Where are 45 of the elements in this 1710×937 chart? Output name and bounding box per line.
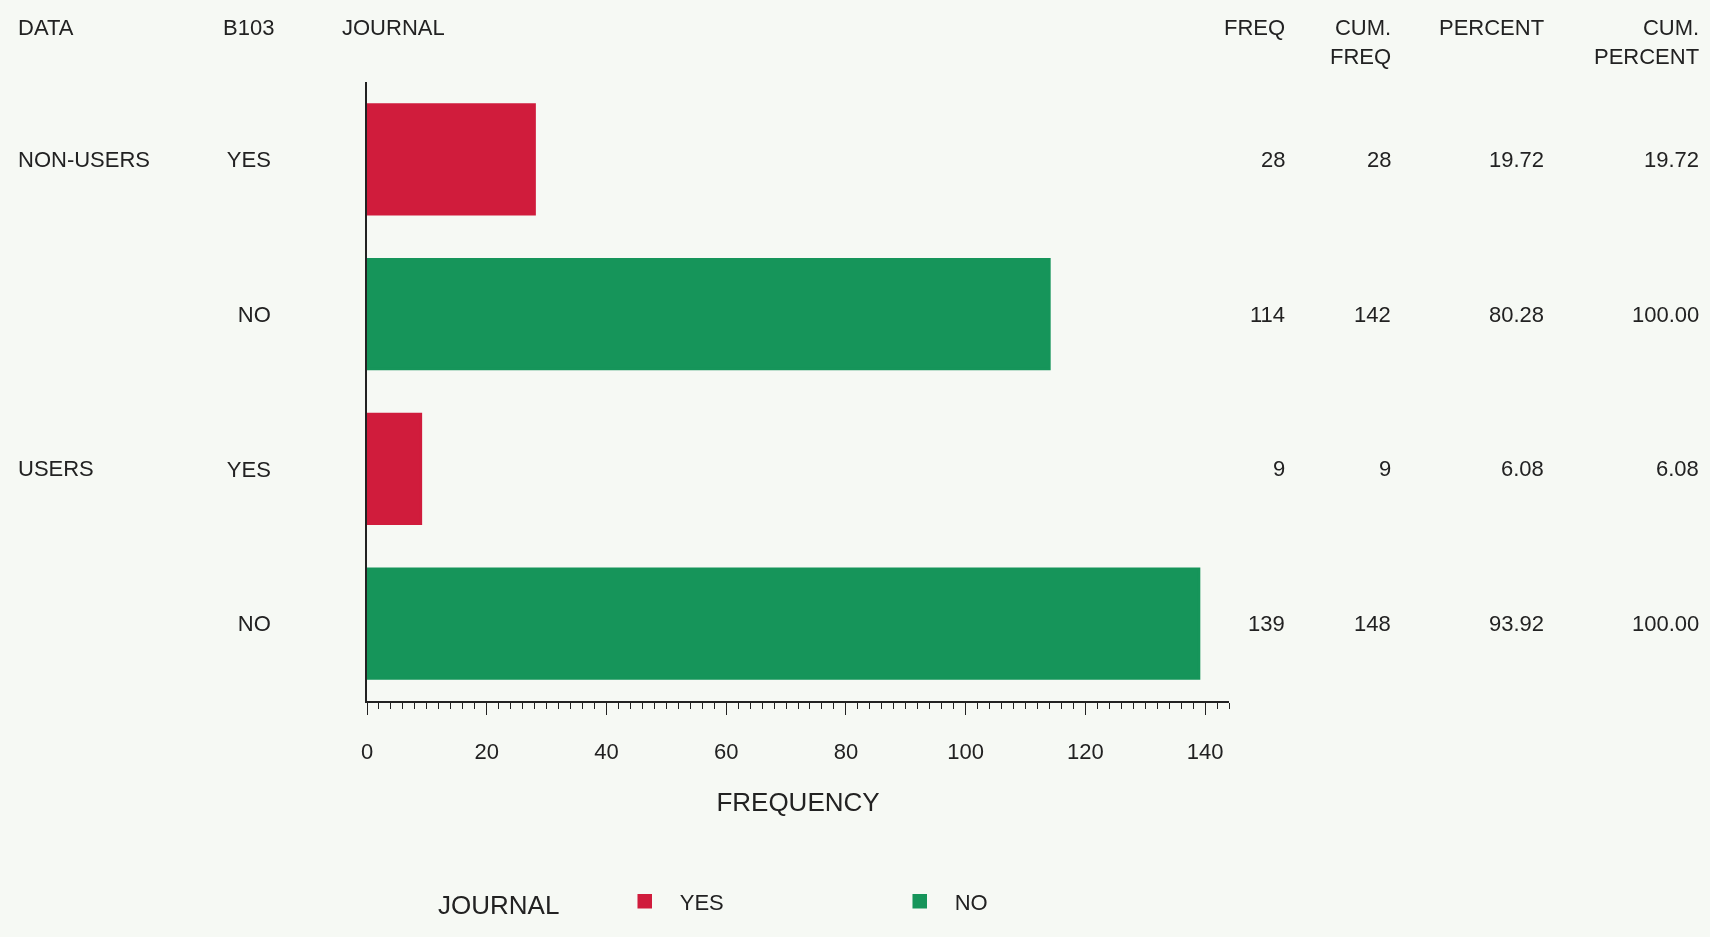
text: 139	[1248, 611, 1285, 636]
x-tick-label: 140	[1186, 739, 1224, 765]
y-tick-label: NO	[237, 611, 271, 637]
legend-label: NO	[954, 889, 988, 915]
bar	[367, 567, 1201, 680]
x-tick-label: 120	[1066, 739, 1104, 765]
text: 19.72	[1644, 147, 1700, 172]
text: 148	[1354, 611, 1391, 636]
text: 9	[1273, 456, 1286, 481]
text: 28	[1261, 147, 1286, 172]
text: DATA	[18, 15, 74, 40]
x-tick-label: 80	[833, 739, 859, 765]
text: B103	[223, 15, 275, 40]
y-tick-label: YES	[226, 147, 271, 173]
text: CUM. FREQ	[1330, 15, 1392, 69]
text: 6.08	[1501, 456, 1544, 481]
y-tick-label: NO	[237, 301, 271, 327]
x-tick-label: 100	[947, 739, 984, 765]
legend-label: YES	[679, 889, 724, 915]
text: 80.28	[1489, 302, 1545, 327]
text: 9	[1379, 456, 1392, 481]
legend-title: JOURNAL	[438, 890, 602, 921]
text: 114	[1250, 302, 1286, 327]
text: 19.72	[1489, 147, 1545, 172]
text: NON-USERS	[18, 147, 151, 172]
text: 100.00	[1632, 302, 1700, 327]
bar	[367, 257, 1051, 371]
x-axis-title: FREQUENCY	[716, 787, 880, 818]
x-tick-label: 40	[594, 739, 619, 765]
text: 100.00	[1632, 611, 1700, 636]
text: 93.92	[1489, 611, 1545, 636]
x-tick-label: 20	[474, 739, 499, 765]
text: 142	[1354, 302, 1391, 327]
text: 6.08	[1656, 456, 1699, 481]
bar	[367, 412, 423, 526]
x-tick-label: 60	[713, 739, 739, 765]
y-tick-label: YES	[226, 456, 271, 482]
text: USERS	[18, 456, 94, 481]
bar	[367, 103, 536, 216]
text: FREQ	[1224, 15, 1286, 40]
text: JOURNAL	[342, 15, 445, 40]
text: PERCENT	[1439, 15, 1545, 40]
x-tick-label: 0	[360, 739, 374, 765]
text: 28	[1367, 147, 1392, 172]
text: CUM. PERCENT	[1594, 15, 1700, 69]
